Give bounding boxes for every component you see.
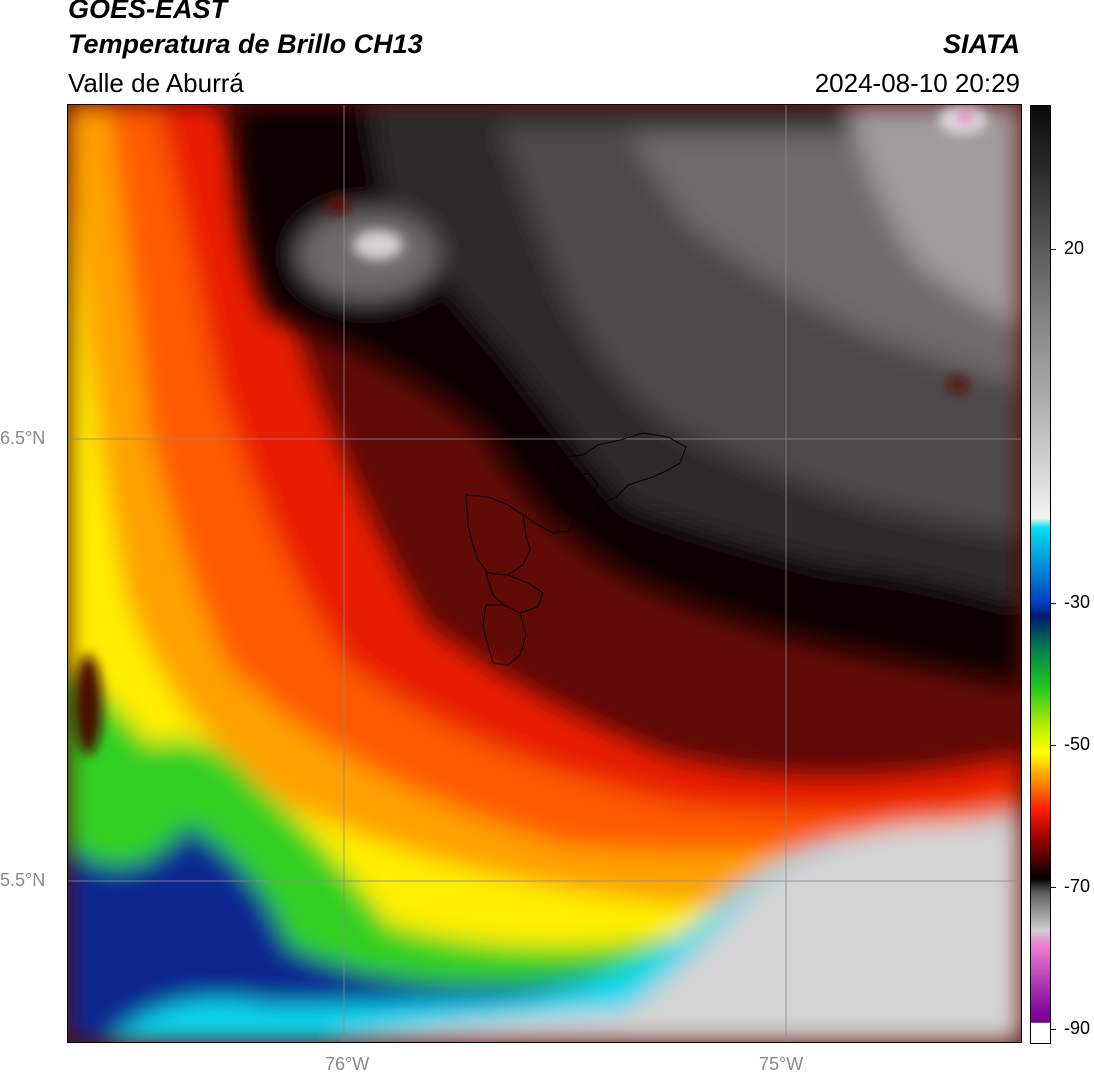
brand-label: SIATA: [943, 29, 1020, 59]
cell-west: [353, 230, 403, 260]
colorbar-label-minus90: -90: [1064, 1018, 1091, 1038]
boundary-valley-spine: [522, 514, 579, 534]
colorbar-gradient: [1031, 106, 1050, 1043]
colorbar-label-minus70: -70: [1064, 876, 1091, 896]
colorbar: [1030, 105, 1051, 1044]
boundary-medellin: [465, 494, 531, 576]
boundary-itagui: [482, 604, 527, 666]
band-yellow: [68, 165, 1021, 1042]
colorbar-label-minus30: -30: [1064, 592, 1091, 612]
colorbar-tick: [1050, 603, 1056, 604]
warm-spot-1: [948, 377, 968, 393]
colorbar-tick: [1050, 249, 1056, 250]
product-subtitle: Temperatura de Brillo CH13: [68, 29, 423, 59]
lon-label-76w: 76°W: [325, 1054, 370, 1074]
region-label: Valle de Aburrá: [68, 68, 244, 98]
colorbar-tick: [1050, 1029, 1056, 1030]
band-light-gray: [328, 820, 1021, 1042]
colorbar-label-20: 20: [1064, 238, 1085, 258]
colorbar-label-minus50: -50: [1064, 734, 1091, 754]
band-amber: [68, 105, 1021, 1042]
warm-spot-3: [74, 655, 102, 755]
municipal-boundaries: [465, 432, 687, 666]
lon-label-75w: 75°W: [759, 1054, 804, 1074]
graticule: [68, 105, 1021, 1042]
brightness-temperature-map: [67, 104, 1022, 1043]
convective-cells: [74, 106, 987, 755]
boundary-bello: [557, 472, 601, 522]
boundary-aburra-south: [485, 572, 544, 614]
datetime-label: 2024-08-10 20:29: [814, 68, 1020, 98]
cell-northeast-core: [955, 111, 975, 123]
temperature-bands: [68, 105, 1021, 1042]
cloud-lightgray: [848, 105, 1021, 325]
colorbar-tick: [1050, 887, 1056, 888]
colorbar-tick: [1050, 745, 1056, 746]
cloud-shield: [236, 105, 1021, 685]
lat-label-5-5n: 5.5°N: [0, 870, 46, 890]
lat-label-6-5n: 6.5°N: [0, 428, 46, 448]
warm-spot-2: [326, 196, 350, 214]
map-title: GOES-EAST: [68, 0, 228, 24]
